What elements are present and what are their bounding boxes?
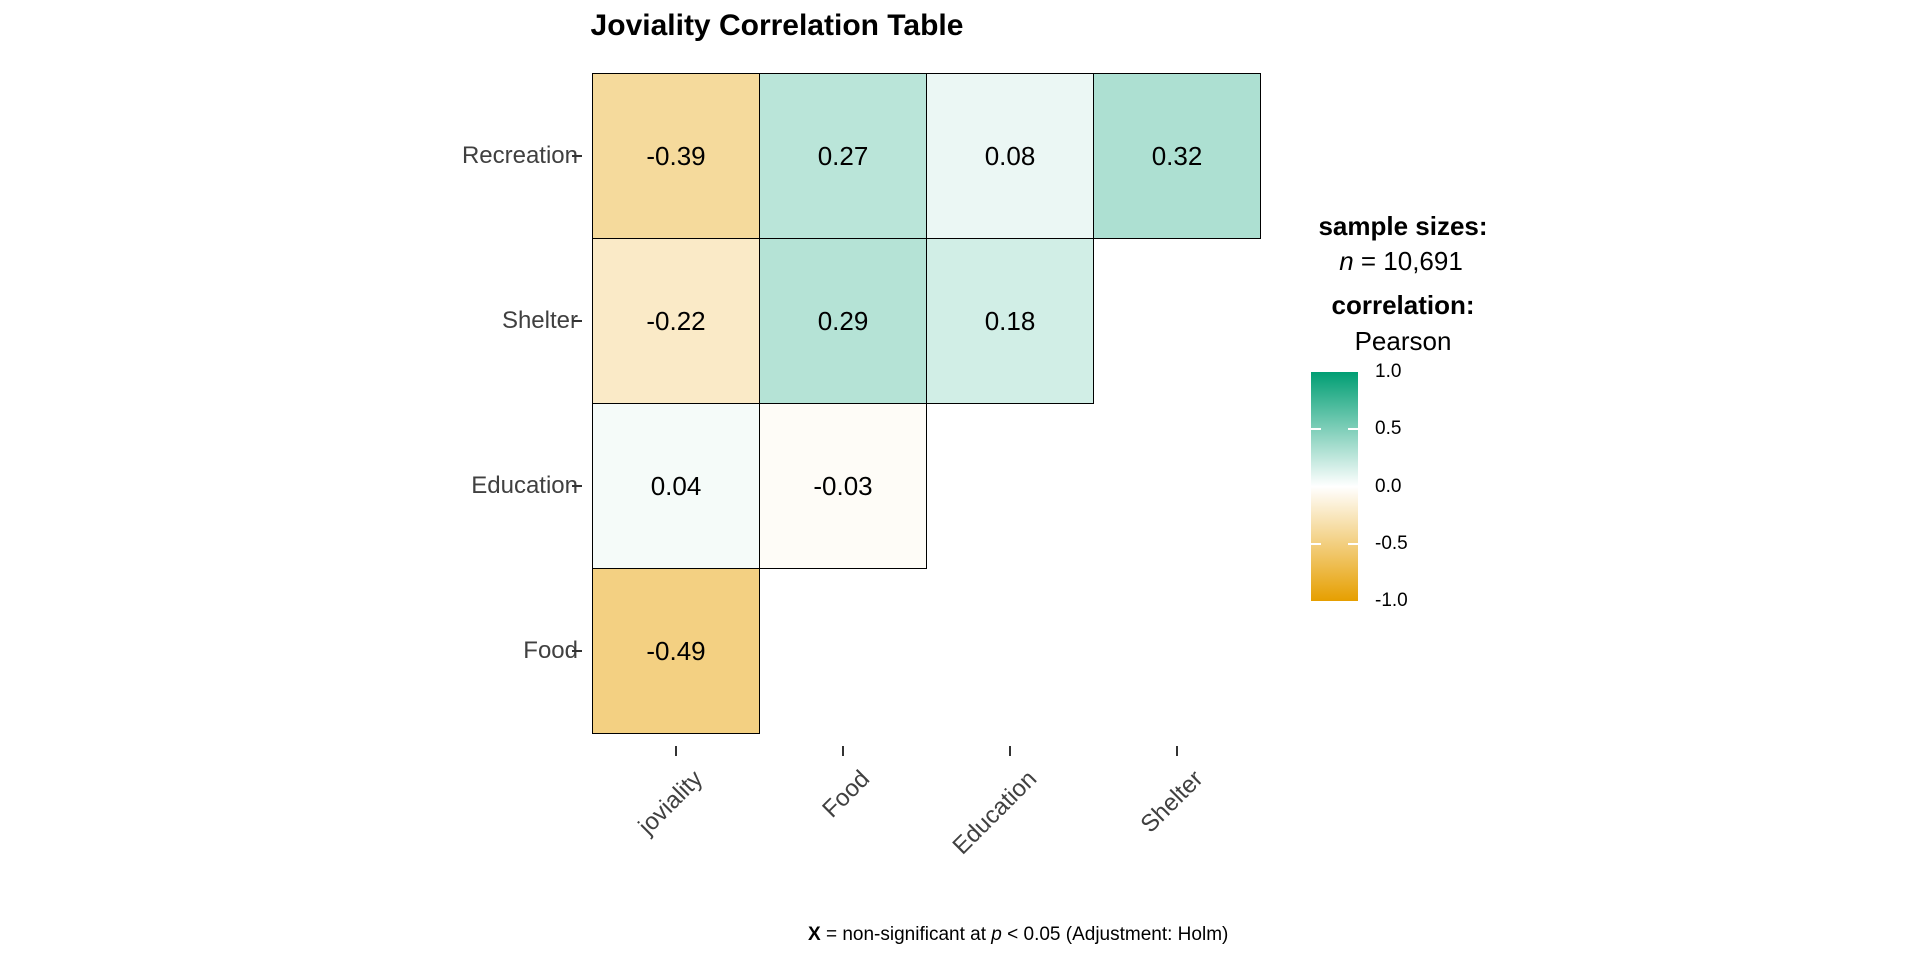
legend-sample-size-value: n = 10,691 <box>1339 246 1463 276</box>
colorbar-tick-label: 1.0 <box>1375 361 1402 382</box>
heatmap-cell: -0.22 <box>592 238 760 404</box>
colorbar-gradient <box>1311 372 1358 601</box>
y-axis-label: Food <box>523 636 578 664</box>
heatmap-cell: -0.03 <box>759 403 927 569</box>
cell-value: 0.18 <box>984 305 1036 336</box>
colorbar-tick <box>1348 542 1358 545</box>
x-axis-tick <box>1008 746 1011 756</box>
cell-value: 0.29 <box>817 305 869 336</box>
y-axis-label: Recreation <box>461 141 578 169</box>
colorbar: 1.0 0.5 0.0 -0.5 -1.0 <box>1311 362 1408 611</box>
colorbar-tick-label: 0.5 <box>1375 418 1402 440</box>
x-axis-label: Education <box>947 765 1042 860</box>
caption-p-symbol: p <box>991 924 1002 945</box>
x-axis-tick <box>841 746 844 756</box>
legend-correlation-title: correlation: <box>1331 290 1475 320</box>
legend-n-number: = 10,691 <box>1353 246 1463 276</box>
x-axis-tick <box>674 746 677 756</box>
y-axis-label: Education <box>471 471 578 499</box>
cell-value: 0.32 <box>1151 140 1203 171</box>
legend-n-symbol: n <box>1339 246 1354 276</box>
cell-value: 0.04 <box>650 470 702 501</box>
significance-caption: X = non-significant at p < 0.05 (Adjustm… <box>808 924 1228 946</box>
y-axis-tick <box>572 484 582 487</box>
x-axis-label: Food <box>817 765 875 824</box>
legend-sample-sizes-title: sample sizes: <box>1318 211 1488 241</box>
y-axis-tick <box>572 154 582 157</box>
cell-value: -0.49 <box>646 635 706 666</box>
heatmap-cell: 0.29 <box>759 238 927 404</box>
heatmap-cell: 0.18 <box>926 238 1094 404</box>
cell-value: 0.27 <box>817 140 869 171</box>
heatmap-cell: -0.49 <box>592 568 760 734</box>
y-axis-tick <box>572 319 582 322</box>
colorbar-tick <box>1311 542 1321 545</box>
y-axis-label: Shelter <box>501 306 578 334</box>
legend-correlation-type: Pearson <box>1354 326 1452 356</box>
colorbar-tick-label: 0.0 <box>1375 475 1402 497</box>
heatmap-cell: 0.32 <box>1093 73 1261 239</box>
cell-value: -0.22 <box>646 305 706 336</box>
heatmap-cell: 0.08 <box>926 73 1094 239</box>
colorbar-tick <box>1348 428 1358 431</box>
heatmap-cell: 0.04 <box>592 403 760 569</box>
heatmap-cell: -0.39 <box>592 73 760 239</box>
x-axis-label: Shelter <box>1136 765 1209 839</box>
x-axis-tick <box>1175 746 1178 756</box>
heatmap-cell: 0.27 <box>759 73 927 239</box>
caption-x-symbol: X <box>808 924 821 945</box>
chart-title: Joviality Correlation Table <box>590 9 964 42</box>
caption-text-1: = non-significant at <box>820 924 992 945</box>
cell-value: 0.08 <box>984 140 1036 171</box>
colorbar-tick-label: -0.5 <box>1375 532 1408 554</box>
cell-value: -0.03 <box>813 470 873 501</box>
y-axis-tick <box>572 649 582 652</box>
x-axis-label: joviality <box>633 765 708 841</box>
colorbar-tick-label: -1.0 <box>1375 590 1408 611</box>
caption-text-2: < 0.05 (Adjustment: Holm) <box>1001 924 1229 945</box>
colorbar-tick <box>1311 428 1321 431</box>
cell-value: -0.39 <box>646 140 706 171</box>
